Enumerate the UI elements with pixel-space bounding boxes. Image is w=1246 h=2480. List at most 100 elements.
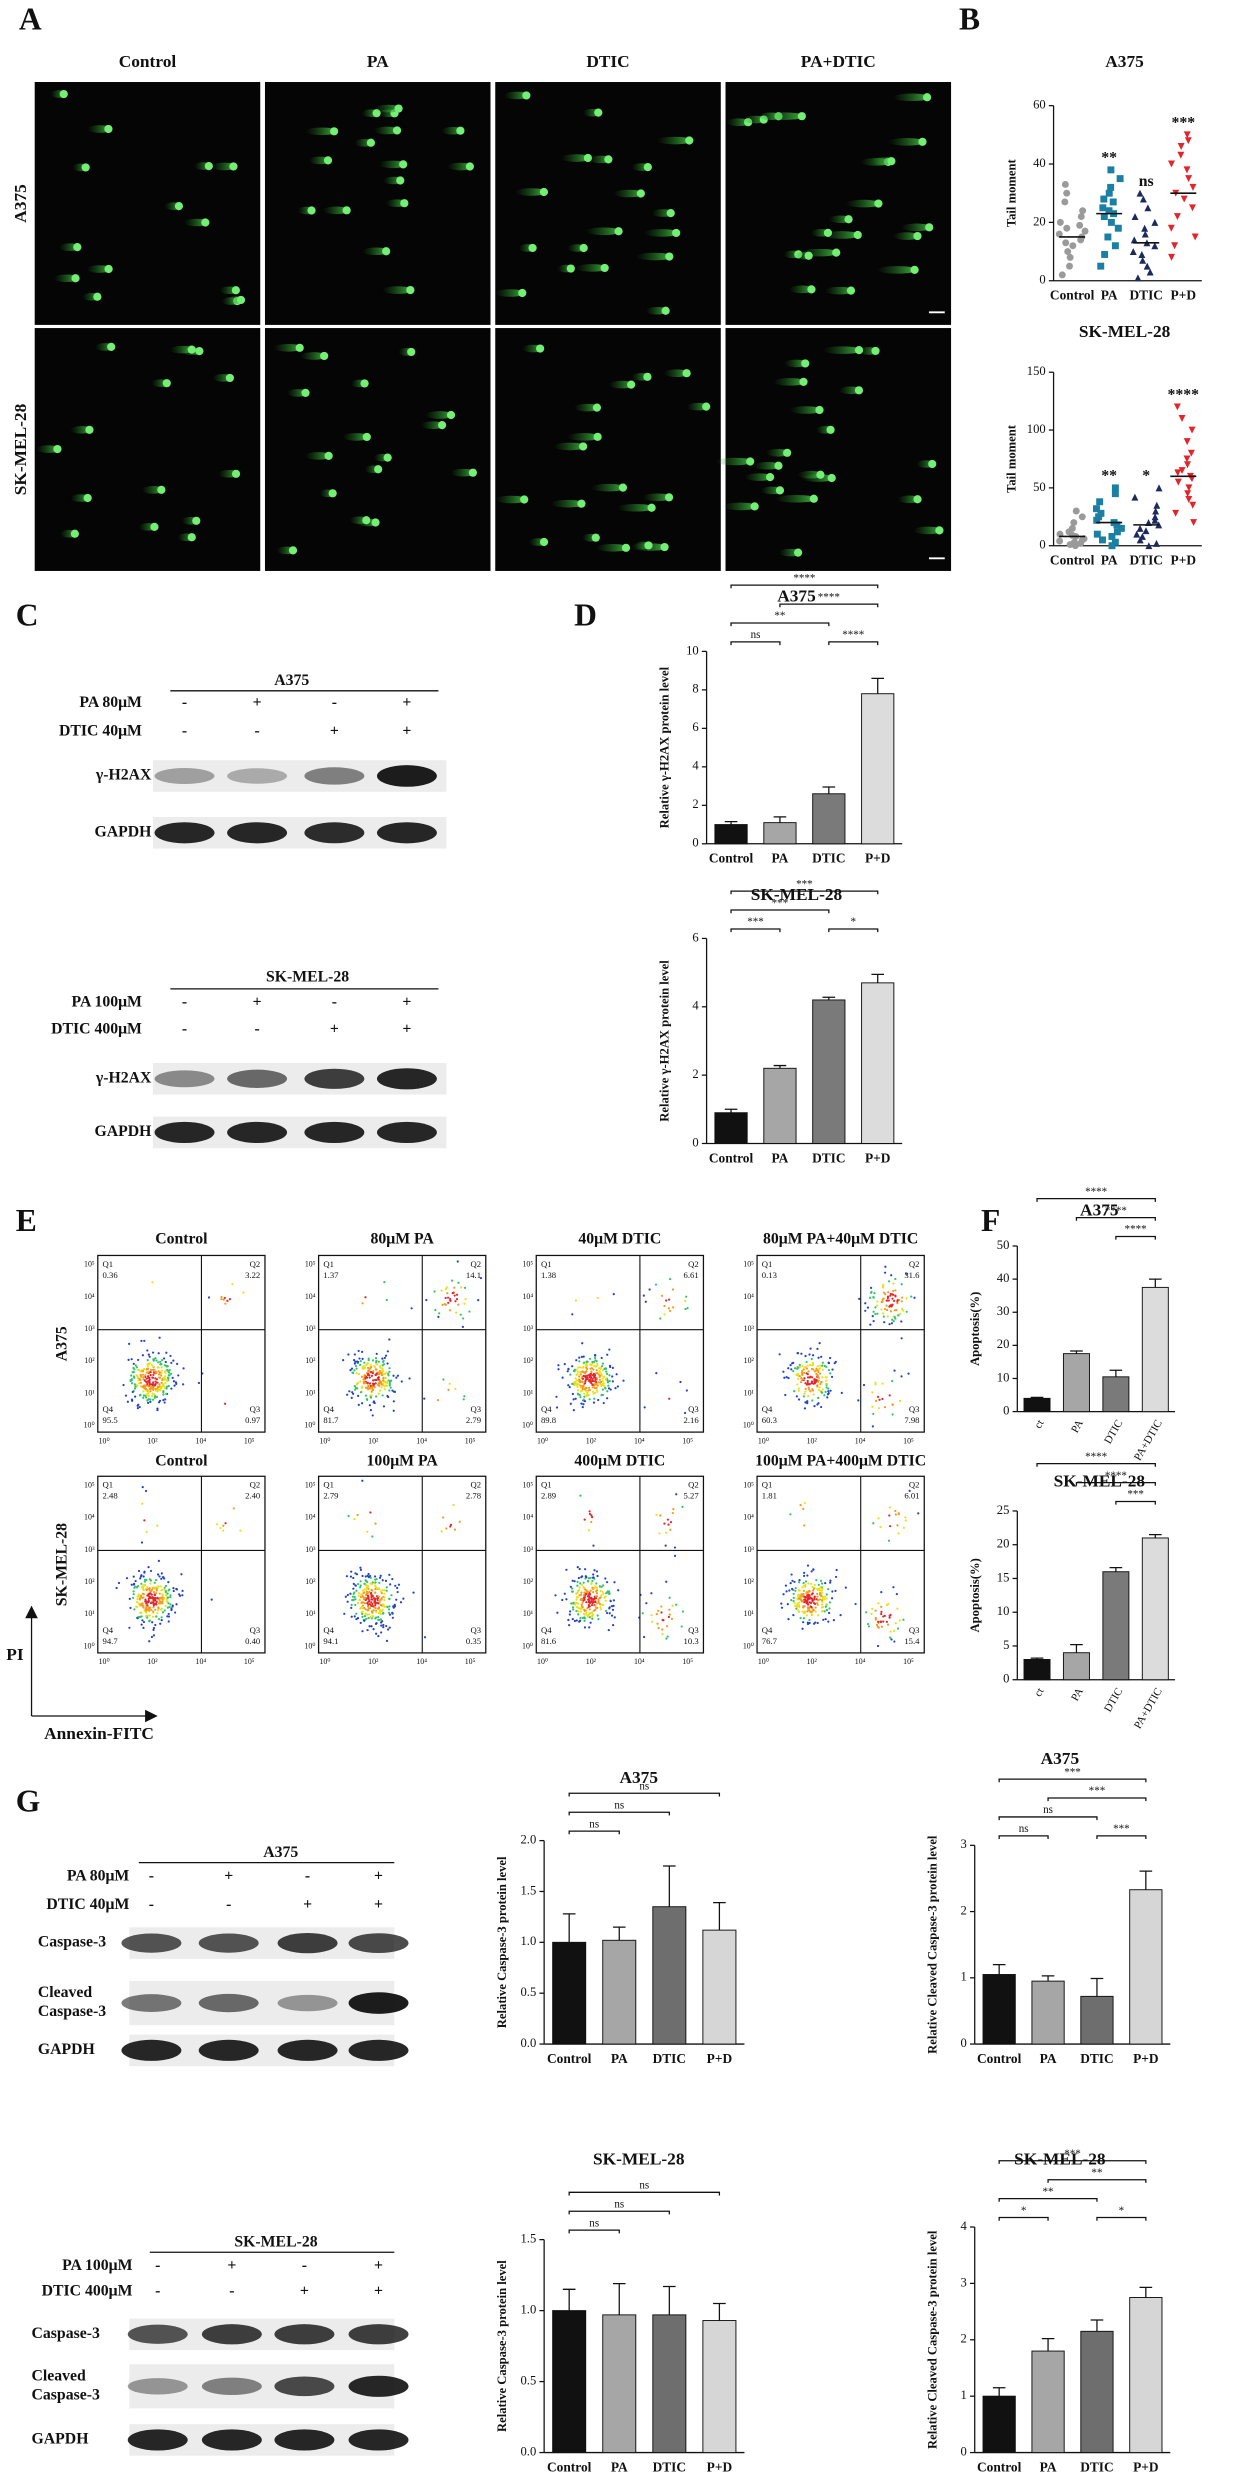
flow-event (579, 1495, 581, 1497)
flow-event (825, 1380, 827, 1382)
flow-event (372, 1605, 374, 1607)
flow-x-tick: 10² (807, 1657, 818, 1666)
flow-event (886, 1309, 888, 1311)
blot-band (349, 2429, 409, 2450)
flow-event (375, 1357, 377, 1359)
flow-event (817, 1604, 819, 1606)
comet-head (577, 500, 585, 508)
flow-event (595, 1595, 597, 1597)
flow-event (800, 1381, 802, 1383)
y-tick-label: 2 (692, 797, 698, 811)
flow-event (820, 1406, 822, 1408)
flow-event (891, 1322, 893, 1324)
flow-event (612, 1367, 614, 1369)
flow-event (147, 1359, 149, 1361)
comet-head (104, 125, 112, 133)
flow-y-tick: 10³ (84, 1324, 95, 1333)
flow-event (596, 1602, 598, 1604)
comet-head (229, 162, 237, 170)
flow-event (140, 1382, 142, 1384)
comet-head (330, 127, 338, 135)
flow-event (150, 1579, 152, 1581)
flow-event (355, 1618, 357, 1620)
y-tick-label: 1.0 (520, 2302, 536, 2316)
condition-sign: - (332, 994, 337, 1011)
flow-event (829, 1601, 831, 1603)
flow-event (386, 1606, 388, 1608)
flow-event (809, 1390, 811, 1392)
flow-event (665, 1544, 667, 1546)
flow-event (457, 1303, 459, 1305)
flow-event (132, 1367, 134, 1369)
condition-sign: + (402, 994, 411, 1011)
flow-event (169, 1594, 171, 1596)
flow-event (382, 1364, 384, 1366)
flow-event (463, 1303, 465, 1305)
flow-event (589, 1358, 591, 1360)
flow-event (359, 1380, 361, 1382)
flow-event (139, 1406, 141, 1408)
flow-event (845, 1587, 847, 1589)
y-tick-label: 0 (1039, 538, 1045, 552)
flow-event (451, 1280, 453, 1282)
flow-event (158, 1383, 160, 1385)
flow-event (611, 1375, 613, 1377)
flow-event (599, 1381, 601, 1383)
flow-event (813, 1602, 815, 1604)
flow-event (655, 1283, 657, 1285)
bar (1103, 1572, 1129, 1680)
flow-event (597, 1297, 599, 1299)
quadrant-name: Q4 (762, 1404, 773, 1414)
flow-event (359, 1364, 361, 1366)
flow-event (383, 1405, 385, 1407)
flow-event (573, 1398, 575, 1400)
bar (703, 1930, 736, 2044)
flow-event (147, 1566, 149, 1568)
flow-event (129, 1607, 131, 1609)
chart-title: SK-MEL-28 (1054, 1472, 1146, 1491)
flow-event (892, 1413, 894, 1415)
y-tick-label: 8 (692, 682, 698, 696)
bar (603, 2315, 636, 2453)
flow-y-tick: 10⁰ (304, 1641, 315, 1650)
comet-head (528, 244, 536, 252)
y-tick-label: 60 (1033, 98, 1046, 112)
flow-event (587, 1595, 589, 1597)
flow-event (816, 1593, 818, 1595)
flow-event (367, 1588, 369, 1590)
flow-event (175, 1603, 177, 1605)
flow-event (164, 1398, 166, 1400)
flow-event (383, 1281, 385, 1283)
flow-event (128, 1343, 130, 1345)
flow-event (800, 1377, 802, 1379)
flow-x-tick: 10⁰ (99, 1657, 110, 1666)
flow-event (385, 1355, 387, 1357)
flow-event (886, 1299, 888, 1301)
flow-x-tick: 10⁴ (634, 1436, 645, 1445)
significance-label: ** (1043, 2186, 1054, 2198)
condition-sign: + (253, 694, 262, 711)
flow-event (685, 1296, 687, 1298)
flow-event (787, 1618, 789, 1620)
flow-event (869, 1297, 871, 1299)
comet-head (844, 215, 852, 223)
flow-event (809, 1611, 811, 1613)
band-label: Caspase-3 (32, 2325, 100, 2342)
flow-event (811, 1586, 813, 1588)
flow-x-tick: 10² (807, 1436, 818, 1445)
y-tick-label: 1.5 (520, 2232, 536, 2246)
flow-event (826, 1597, 828, 1599)
flow-event (147, 1385, 149, 1387)
flow-event (354, 1389, 356, 1391)
y-tick-label: 2.0 (520, 1832, 536, 1846)
flow-event (163, 1589, 165, 1591)
flow-event (132, 1597, 134, 1599)
flow-event (800, 1598, 802, 1600)
flow-x-tick: 10⁰ (537, 1657, 548, 1666)
significance-label: *** (1089, 1785, 1106, 1797)
flow-y-tick: 10² (523, 1356, 534, 1365)
flow-event (828, 1362, 830, 1364)
flow-event (172, 1604, 174, 1606)
flow-event (572, 1618, 574, 1620)
flow-event (145, 1396, 147, 1398)
